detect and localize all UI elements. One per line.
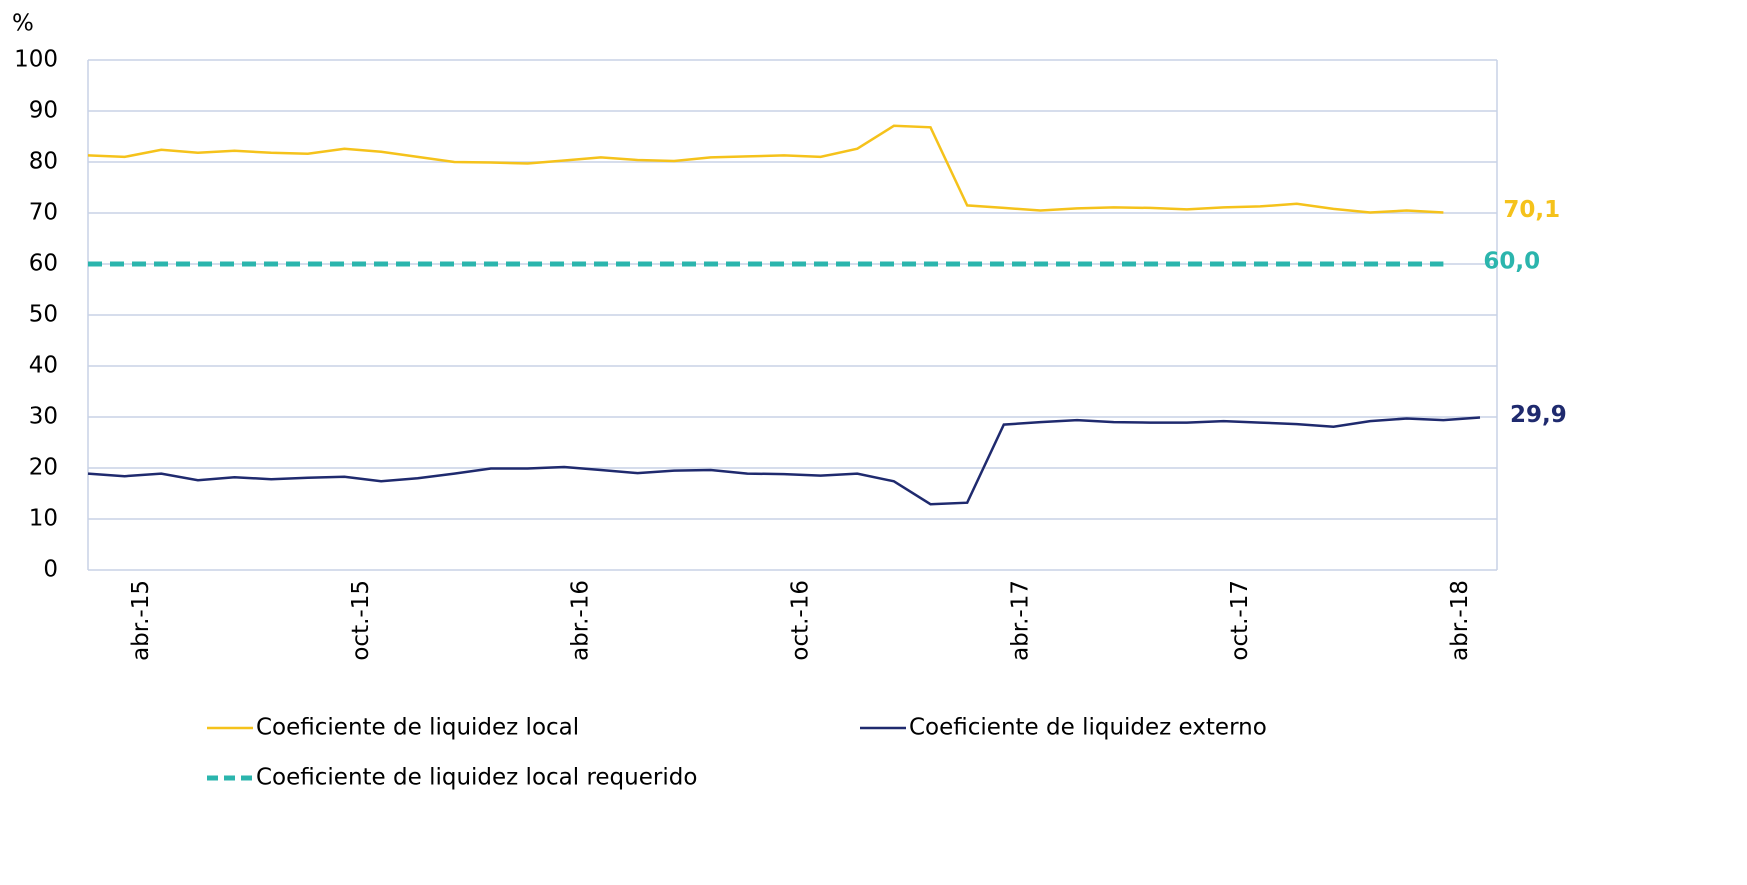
x-tick-label: oct.-15 bbox=[348, 580, 374, 661]
y-tick-label: 20 bbox=[29, 455, 58, 481]
data-label: 29,9 bbox=[1510, 402, 1567, 428]
series-line bbox=[87, 124, 1444, 214]
y-tick-label: 30 bbox=[29, 404, 58, 430]
y-tick-label: 40 bbox=[29, 353, 58, 379]
y-tick-label: 100 bbox=[14, 47, 58, 73]
series-line bbox=[87, 416, 1481, 506]
y-tick-label: 70 bbox=[29, 200, 58, 226]
data-label: 60,0 bbox=[1483, 249, 1540, 275]
y-tick-label: 50 bbox=[29, 302, 58, 328]
y-tick-label: 60 bbox=[29, 251, 58, 277]
y-tick-label: 80 bbox=[29, 149, 58, 175]
x-tick-label: oct.-16 bbox=[788, 580, 814, 661]
y-tick-label: 10 bbox=[29, 506, 58, 532]
x-tick-label: abr.-17 bbox=[1007, 580, 1033, 661]
y-tick-label: 90 bbox=[29, 98, 58, 124]
legend-label: Coeficiente de liquidez externo bbox=[909, 715, 1267, 741]
legend-label: Coeficiente de liquidez local requerido bbox=[256, 765, 697, 791]
x-tick-label: abr.-18 bbox=[1447, 580, 1473, 661]
data-label: 70,1 bbox=[1503, 197, 1560, 223]
x-tick-label: oct.-17 bbox=[1227, 580, 1253, 661]
x-tick-label: abr.-15 bbox=[128, 580, 154, 661]
y-axis-label: % bbox=[12, 11, 34, 37]
y-tick-label: 0 bbox=[43, 557, 58, 583]
x-tick-label: abr.-16 bbox=[568, 580, 594, 661]
legend-label: Coeficiente de liquidez local bbox=[256, 715, 579, 741]
